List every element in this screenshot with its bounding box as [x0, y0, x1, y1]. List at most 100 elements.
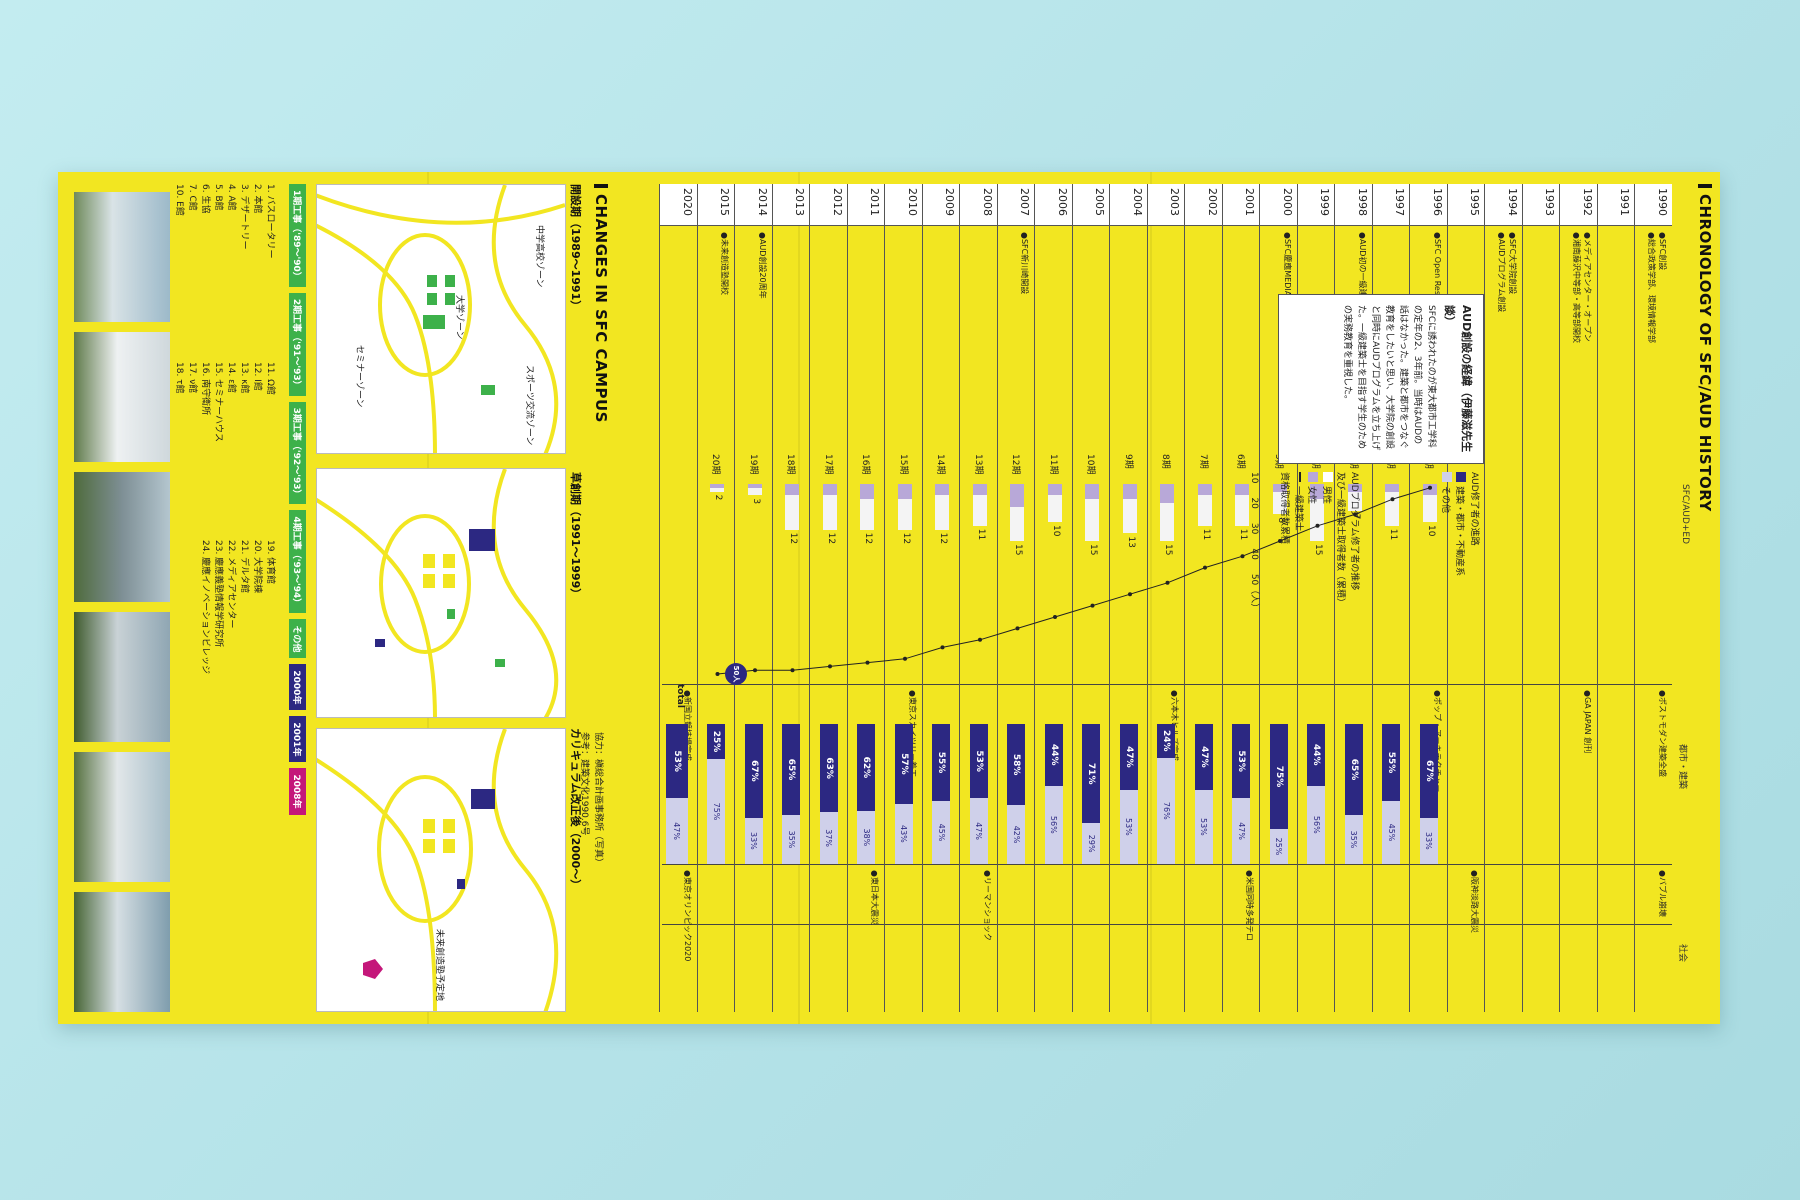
career-ratio-bar: 47% 53%	[1120, 724, 1138, 864]
cohort-female-fill	[935, 484, 950, 496]
career-ratio-bar: 55% 45%	[1382, 724, 1401, 864]
building-item: 24. 慶應イノベーションビレッジ	[199, 540, 210, 674]
sfc-event: ●AUD創設20周年	[758, 232, 767, 299]
year-label: 2015	[698, 184, 735, 226]
sfc-event: ●SFC創設	[1658, 232, 1667, 271]
society-event: ●米国同時多発テロ	[1245, 870, 1255, 941]
year-label: 2013	[773, 184, 810, 226]
year-label: 2006	[1035, 184, 1072, 226]
career-ratio-bar: 57% 43%	[895, 724, 913, 864]
year-row: 2010	[884, 184, 922, 1012]
year-row: 2006	[1034, 184, 1072, 1012]
cohort-total-label: 2	[713, 494, 724, 501]
year-row: 2005	[1072, 184, 1110, 1012]
cohort-label: 6期	[1235, 454, 1246, 469]
sfc-event: ●総合政策学部、環境情報学部	[1647, 232, 1656, 343]
aud-origin-box: AUD創設の経緯（伊藤滋先生談） SFCに誘われたのが東大都市工学科の定年の2、…	[1278, 294, 1484, 464]
career-ratio-bar: 75% 25%	[1270, 724, 1288, 864]
year-label: 2004	[1110, 184, 1147, 226]
career-ratio-a: 65%	[782, 724, 801, 815]
building-item: 19. 体育館	[265, 540, 275, 585]
building-list: 1. バスロータリー 2. 本館 3. デザートリー 4. A館 5. B館 6. 生協 7…	[172, 184, 276, 704]
phase-legend: 1期工事（'89〜'90） 2期工事（'91〜'93） 3期工事（'92〜'93） 4…	[289, 184, 306, 1012]
career-ratio-bar: 53% 47%	[970, 724, 988, 864]
building-item: 3. デザートリー	[238, 184, 249, 250]
phase-tag: 2000年	[289, 664, 306, 711]
career-ratio-bar: 24% 76%	[1157, 724, 1176, 864]
cohort-label: 20期	[710, 454, 721, 475]
career-ratio-a: 71%	[1082, 724, 1101, 824]
building-item: 22. メディアセンター	[225, 540, 236, 629]
building-item: 2. 本館	[251, 184, 262, 214]
cohort-total-label: 3	[751, 498, 761, 505]
year-label: 1990	[1635, 184, 1672, 226]
year-label: 2007	[998, 184, 1035, 226]
year-row: 1991	[1597, 184, 1635, 1012]
campus-map-2	[316, 468, 566, 718]
credit-ref: 参考：建築文化1990.6号	[579, 732, 590, 836]
cohort-label: 15期	[898, 454, 908, 475]
column-header-city: 都市・建築	[1677, 744, 1687, 790]
career-total-label: total	[675, 684, 685, 708]
sfc-event: ●AUDプログラム創設	[1497, 232, 1506, 313]
career-ratio-b: 47%	[1232, 798, 1251, 864]
year-label: 2014	[735, 184, 772, 226]
career-ratio-bar: 65% 35%	[1345, 724, 1363, 864]
scale-tick: 10	[1249, 472, 1259, 484]
cohort-female-fill	[973, 484, 987, 496]
scale-tick: 20	[1249, 497, 1259, 509]
career-ratio-bar: 67% 33%	[745, 724, 763, 864]
campus-photo	[74, 472, 170, 602]
year-row: 2014	[734, 184, 772, 1012]
cohort-bar	[785, 484, 800, 530]
period-label-1: 開設期（1989〜1991）	[569, 184, 582, 312]
cohort-female-fill	[898, 484, 912, 500]
career-ratio-a: 53%	[1232, 724, 1251, 799]
cohort-bar	[935, 484, 950, 530]
period-label-2: 草創期（1991〜1999）	[569, 472, 582, 600]
career-ratio-a: 53%	[970, 724, 988, 799]
society-event: ●東日本大震災	[870, 870, 880, 925]
year-row: 2012	[809, 184, 847, 1012]
career-ratio-b: 45%	[932, 801, 951, 864]
career-ratio-a: 47%	[1120, 724, 1138, 790]
cohort-label: 7期	[1198, 454, 1208, 469]
male-label: 男性	[1321, 486, 1331, 505]
career-ratio-bar: 67% 33%	[1420, 724, 1438, 864]
cohort-label: 17期	[823, 454, 833, 475]
enrollment-legend: AUDプログラム修了者の推移 及び一級建築士取得者数（累積） 男性 女性 一級建…	[1277, 472, 1360, 662]
year-label: 1996	[1410, 184, 1447, 226]
career-b-swatch	[1442, 472, 1452, 482]
year-label: 1993	[1523, 184, 1560, 226]
society-event: ●阪神淡路大震災	[1470, 870, 1480, 933]
career-ratio-b: 43%	[895, 803, 913, 864]
aud-origin-title: AUD創設の経緯（伊藤滋先生談）	[1442, 305, 1473, 453]
year-row: 1993	[1522, 184, 1560, 1012]
career-ratio-a: 67%	[745, 724, 763, 818]
year-row: 2015	[697, 184, 735, 1012]
cohort-total-label: 13	[1126, 536, 1136, 548]
building-item: 15. セミナーハウス	[212, 362, 223, 442]
zone-label: 中学高校ゾーン	[534, 225, 544, 288]
year-row: 2004	[1109, 184, 1147, 1012]
column-header-sfc: SFC/AUD+ED	[1680, 484, 1690, 545]
campus-photo	[74, 192, 170, 322]
female-swatch	[1308, 472, 1319, 482]
male-swatch	[1323, 472, 1333, 482]
cohort-bar	[1160, 484, 1175, 541]
year-row: 2003	[1147, 184, 1185, 1012]
career-ratio-a: 25%	[707, 724, 726, 759]
year-label: 2003	[1148, 184, 1185, 226]
cohort-female-fill	[860, 484, 875, 500]
year-label: 2008	[960, 184, 997, 226]
sfc-event: ●メディアセンター・オープン	[1583, 232, 1592, 342]
cohort-bar	[1085, 484, 1100, 541]
sfc-event: ●SFC新川崎開設	[1020, 232, 1030, 295]
cohort-female-fill	[710, 484, 725, 488]
career-ratio-b: 33%	[745, 817, 763, 864]
building-item: 18. τ館	[173, 362, 184, 394]
phase-tag: 3期工事（'92〜'93）	[289, 401, 306, 505]
year-label: 1995	[1448, 184, 1485, 226]
career-ratio-bar: 44% 56%	[1045, 724, 1063, 864]
cohort-total-label: 15	[1163, 544, 1174, 556]
